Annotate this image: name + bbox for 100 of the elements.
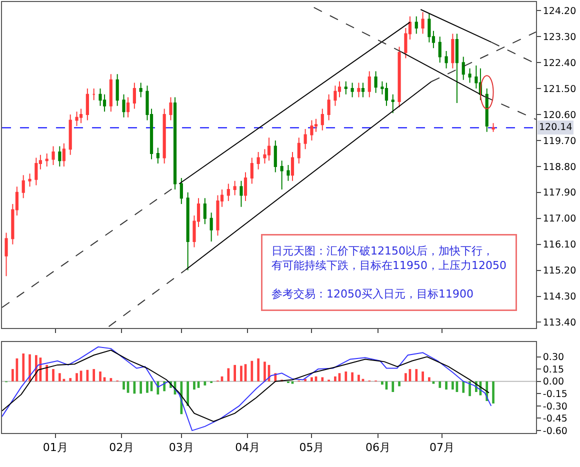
candlestick — [79, 108, 83, 124]
candlestick — [86, 88, 89, 121]
bar — [358, 374, 360, 382]
bar — [392, 381, 394, 392]
bar — [422, 372, 424, 382]
bar — [264, 362, 266, 382]
candlestick — [62, 142, 66, 167]
bar — [58, 373, 61, 382]
bar — [462, 381, 465, 393]
bar — [240, 366, 242, 382]
candlestick — [421, 12, 424, 34]
bar — [110, 378, 112, 382]
annotation: 参考交易：12050买入日元，目标11900 — [272, 287, 474, 300]
y-tick-label: 117.90 — [542, 188, 576, 199]
bar — [304, 378, 306, 382]
x-tick-label: 04月 — [235, 441, 260, 454]
candlestick — [344, 80, 348, 95]
candlestick — [52, 146, 55, 166]
candlestick — [233, 180, 236, 196]
bar — [46, 364, 48, 382]
candlestick — [361, 82, 365, 98]
y-tick-label: -0.45 — [542, 414, 568, 425]
y-tick-label: 116.10 — [542, 240, 576, 251]
candlestick — [468, 68, 472, 84]
bar — [334, 376, 336, 382]
y-tick-label: 114.30 — [542, 292, 576, 303]
candlestick — [169, 96, 172, 121]
bar — [445, 381, 448, 390]
candlestick — [462, 56, 465, 80]
bar — [186, 381, 190, 406]
candlestick — [455, 33, 459, 104]
bar — [452, 381, 454, 390]
bar — [398, 381, 400, 386]
candlestick — [58, 146, 62, 167]
bar — [146, 381, 148, 393]
candlestick — [180, 177, 183, 204]
candlestick — [320, 108, 324, 131]
y-tick-label: 115.20 — [542, 266, 576, 277]
candlestick — [297, 137, 300, 164]
bar — [69, 378, 72, 382]
bar — [321, 377, 324, 382]
bar — [351, 372, 354, 382]
candlestick — [34, 157, 38, 186]
candlestick — [240, 180, 243, 208]
candlestick — [156, 147, 160, 164]
candlestick — [286, 164, 290, 182]
candlestick — [186, 192, 190, 271]
bar — [415, 369, 418, 382]
candlestick — [116, 74, 119, 106]
candlestick — [132, 82, 136, 110]
y-tick-label: 0.00 — [542, 376, 564, 388]
candlestick — [391, 94, 394, 114]
bar — [193, 381, 196, 390]
x-tick-label: 05月 — [299, 441, 324, 454]
y-tick-label: 0.15 — [542, 364, 564, 376]
candlestick — [4, 232, 8, 277]
candlestick — [492, 122, 495, 132]
candlestick — [368, 70, 371, 98]
y-tick-label: 123.30 — [542, 32, 576, 43]
candlestick — [374, 70, 378, 94]
bar — [257, 358, 260, 382]
bar — [22, 353, 25, 382]
candlestick — [126, 96, 130, 118]
y-tick-label: -0.60 — [542, 426, 568, 437]
candlestick — [310, 120, 314, 141]
candlestick — [398, 46, 401, 108]
y-tick-label: 120.60 — [542, 110, 576, 121]
bar — [76, 373, 78, 382]
candlestick — [22, 174, 25, 199]
annotation: 日元天图：汇价下破12150以后，加快下行，有可能持续下跌，目标在11950，上压力12050 — [272, 244, 506, 272]
bar — [12, 369, 14, 382]
y-tick-label: 113.40 — [542, 318, 576, 329]
y-tick-label: 124.20 — [542, 6, 576, 17]
candlestick — [28, 173, 32, 188]
candlestick — [250, 157, 254, 184]
candlestick — [173, 96, 177, 190]
bar — [122, 381, 125, 390]
x-tick-label: 03月 — [168, 441, 194, 454]
bar — [344, 372, 348, 382]
bar — [227, 368, 230, 382]
candlestick — [139, 82, 142, 98]
candlestick — [122, 94, 126, 118]
candlestick — [210, 212, 213, 242]
candlestick — [75, 111, 78, 127]
candlestick — [334, 85, 337, 106]
candlestick — [290, 152, 294, 182]
candlestick — [267, 137, 271, 162]
x-tick-label: 01月 — [42, 441, 68, 454]
candlestick — [451, 33, 454, 69]
bar — [250, 360, 254, 382]
candlestick — [92, 88, 96, 101]
candlestick — [485, 88, 488, 132]
candlestick — [327, 94, 330, 121]
bar — [99, 372, 102, 382]
y-tick-label: -0.15 — [542, 388, 568, 400]
candlestick — [350, 82, 354, 98]
bar — [468, 381, 471, 396]
candlestick — [274, 140, 277, 173]
candlestick — [438, 36, 442, 64]
y-tick-label: 119.70 — [542, 136, 576, 147]
